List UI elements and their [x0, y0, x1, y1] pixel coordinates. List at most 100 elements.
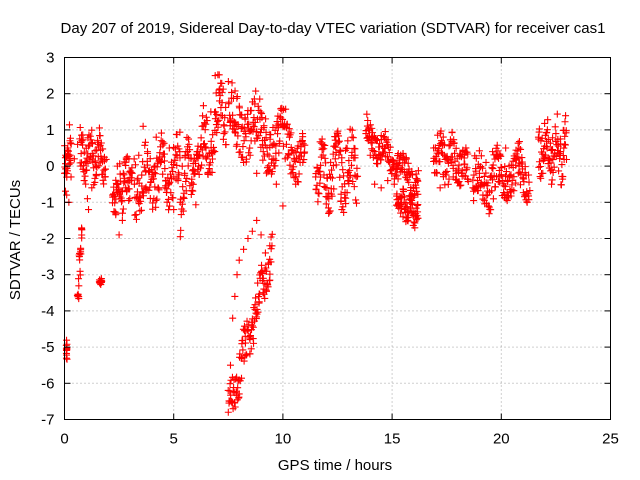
data-point — [549, 169, 557, 177]
x-tick-label: 15 — [384, 431, 401, 448]
data-point — [145, 186, 153, 194]
data-point — [205, 165, 213, 173]
data-point — [195, 170, 203, 178]
data-point — [96, 132, 104, 140]
data-point — [240, 245, 248, 253]
data-point — [547, 146, 555, 154]
data-point — [247, 106, 255, 114]
data-point — [116, 170, 124, 178]
data-point — [76, 271, 84, 279]
data-point — [480, 172, 488, 180]
data-point — [372, 136, 380, 144]
data-point — [518, 158, 526, 166]
data-point — [213, 129, 221, 137]
data-point — [75, 282, 83, 290]
data-point — [131, 211, 139, 219]
x-axis-label: GPS time / hours — [278, 457, 392, 474]
data-point — [285, 151, 293, 159]
data-point — [239, 153, 247, 161]
data-point — [144, 149, 152, 157]
data-point — [61, 187, 69, 195]
data-point — [132, 215, 140, 223]
data-point — [508, 181, 516, 189]
data-point — [504, 176, 512, 184]
data-point — [318, 135, 326, 143]
data-point — [229, 314, 237, 322]
data-point — [78, 137, 86, 145]
data-point — [393, 172, 401, 180]
data-point — [67, 140, 75, 148]
y-tick-label: -1 — [41, 194, 54, 211]
data-point — [233, 271, 241, 279]
data-point — [289, 163, 297, 171]
data-point — [160, 150, 168, 158]
data-point — [448, 128, 456, 136]
data-point — [199, 102, 207, 110]
data-point — [562, 127, 570, 135]
data-point — [414, 167, 422, 175]
chart-title: Day 207 of 2019, Sidereal Day-to-day VTE… — [61, 20, 606, 37]
data-point — [232, 142, 240, 150]
data-point — [243, 351, 251, 359]
data-point — [351, 154, 359, 162]
data-point — [259, 148, 267, 156]
data-point — [455, 178, 463, 186]
data-point — [319, 141, 327, 149]
data-point — [517, 145, 525, 153]
data-point — [252, 294, 260, 302]
data-point — [126, 195, 134, 203]
data-point — [242, 155, 250, 163]
data-point — [294, 142, 302, 150]
data-point — [66, 151, 74, 159]
data-point — [315, 190, 323, 198]
data-point — [512, 150, 520, 158]
data-point — [85, 142, 93, 150]
data-point — [537, 170, 545, 178]
data-point — [414, 201, 422, 209]
data-point — [218, 79, 226, 87]
data-point — [240, 137, 248, 145]
data-point — [451, 149, 459, 157]
data-point — [183, 133, 191, 141]
data-point — [139, 122, 147, 130]
data-point — [350, 183, 358, 191]
data-point — [135, 151, 143, 159]
data-point — [268, 155, 276, 163]
data-point — [328, 166, 336, 174]
data-point — [84, 159, 92, 167]
data-point — [157, 158, 165, 166]
data-point — [272, 180, 280, 188]
data-point — [75, 275, 83, 283]
data-point — [458, 167, 466, 175]
data-point — [192, 201, 200, 209]
data-point — [323, 184, 331, 192]
data-point — [166, 178, 174, 186]
data-point — [76, 256, 84, 264]
data-point — [344, 137, 352, 145]
data-point — [526, 187, 534, 195]
data-point — [320, 171, 328, 179]
data-point — [278, 106, 286, 114]
data-point — [240, 322, 248, 330]
data-point — [369, 147, 377, 155]
data-point — [299, 140, 307, 148]
data-point — [364, 117, 372, 125]
data-point — [238, 374, 246, 382]
data-point — [414, 177, 422, 185]
data-point — [248, 227, 256, 235]
y-tick-label: -6 — [41, 375, 54, 392]
data-point — [177, 226, 185, 234]
data-point — [95, 162, 103, 170]
data-point — [202, 120, 210, 128]
data-point — [188, 186, 196, 194]
data-point — [436, 158, 444, 166]
data-point — [160, 157, 168, 165]
data-point — [65, 160, 73, 168]
data-point — [512, 179, 520, 187]
data-point — [510, 187, 518, 195]
data-point — [541, 119, 549, 127]
data-point — [345, 157, 353, 165]
data-point — [561, 141, 569, 149]
data-point — [250, 123, 258, 131]
